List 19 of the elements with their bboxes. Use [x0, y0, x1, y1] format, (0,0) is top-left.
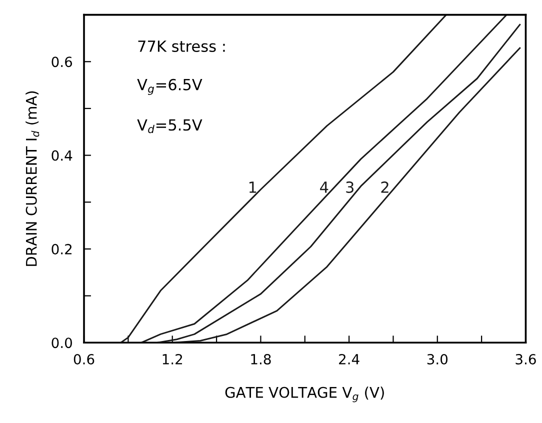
x-tick-label: 0.6	[74, 354, 94, 364]
y-tick-label: 0.0	[52, 338, 72, 348]
x-tick-label: 1.8	[251, 354, 271, 364]
series-label: 1	[249, 182, 256, 193]
y-tick-label: 0.2	[52, 244, 72, 254]
x-axis-title: GATE VOLTAGE V$_{g}$ (V)	[225, 386, 384, 402]
x-tick-label: 1.2	[162, 354, 182, 364]
x-tick-label: 2.4	[339, 354, 360, 364]
y-tick-label: 0.4	[52, 150, 72, 161]
y-axis-title: DRAIN CURRENT I$_{d}$ (mA)	[26, 91, 40, 266]
series-label: 4	[320, 182, 328, 193]
annotation: V$_{d}$=5.5V	[137, 119, 202, 134]
x-tick-label: 3.0	[427, 354, 448, 364]
y-tick-label: 0.6	[52, 56, 72, 68]
x-tick-label: 3.6	[516, 354, 536, 364]
annotation: 77K stress :	[138, 40, 225, 52]
series-label: 2	[381, 181, 388, 193]
series-label: 3	[346, 181, 354, 193]
annotation: V$_{g}$=6.5V	[137, 78, 202, 95]
